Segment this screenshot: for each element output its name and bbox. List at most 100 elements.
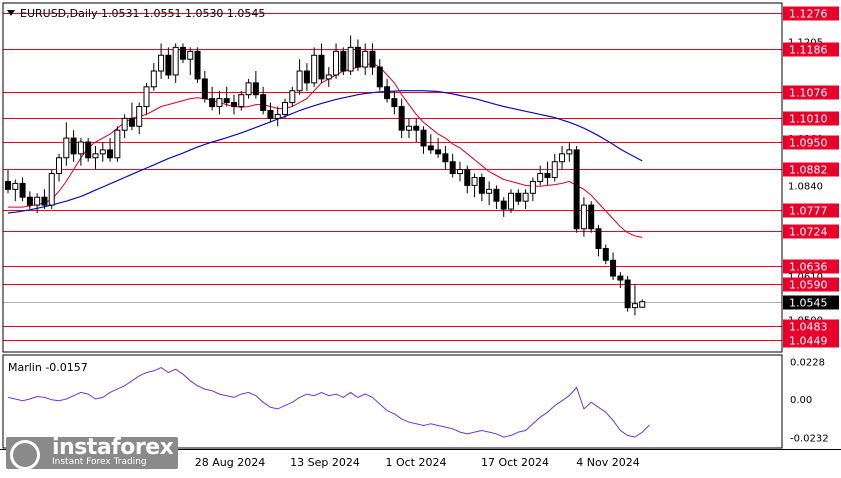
candle <box>303 63 310 91</box>
candle <box>398 98 405 139</box>
bearish-candle-body <box>179 46 186 60</box>
bullish-candle-body <box>508 192 515 210</box>
bullish-candle-body <box>347 46 354 72</box>
bearish-candle-body <box>573 149 580 230</box>
bearish-candle-body <box>464 169 471 186</box>
candle <box>471 173 478 198</box>
candle <box>493 185 500 210</box>
candle <box>405 118 412 139</box>
bearish-candle-body <box>427 145 434 151</box>
bullish-candle-body <box>48 173 55 206</box>
bullish-candle-body <box>282 102 289 115</box>
candle <box>26 191 33 210</box>
candle <box>158 43 165 79</box>
bearish-candle-body <box>617 275 624 281</box>
bullish-candle-body <box>99 149 106 155</box>
bullish-candle-body <box>580 204 587 230</box>
bearish-candle-body <box>194 50 201 80</box>
date-tick-label: 4 Nov 2024 <box>576 456 639 469</box>
candle <box>464 165 471 194</box>
candle <box>289 86 296 107</box>
candle <box>77 138 84 166</box>
candle <box>296 59 303 95</box>
candle <box>70 130 77 162</box>
candle <box>223 86 230 107</box>
level-label: 1.1186 <box>789 44 828 57</box>
bullish-candle-body <box>333 50 340 76</box>
level-badge <box>783 224 839 239</box>
bearish-candle-body <box>230 102 237 108</box>
bearish-candle-body <box>391 98 398 108</box>
candle <box>391 90 398 115</box>
bearish-candle-body <box>223 98 230 104</box>
bearish-candle-body <box>493 188 500 202</box>
candle <box>551 153 558 182</box>
bearish-candle-body <box>398 106 405 131</box>
bullish-candle-body <box>136 106 143 127</box>
candle <box>508 189 515 213</box>
bullish-candle-body <box>172 46 179 76</box>
bearish-candle-body <box>340 50 347 72</box>
candle <box>92 145 99 170</box>
oscillator-tick-label: 0.0228 <box>790 357 825 368</box>
candle <box>150 63 157 91</box>
brand-name: instaforex <box>52 435 174 460</box>
bearish-candle-body <box>369 50 376 68</box>
candle <box>595 224 602 257</box>
date-tick-label: 1 Oct 2024 <box>385 456 446 469</box>
bullish-candle-body <box>63 137 70 159</box>
bullish-candle-body <box>522 192 529 202</box>
instaforex-logo: instaforex Instant Forex Trading <box>6 435 178 470</box>
bearish-candle-body <box>610 259 617 277</box>
candle <box>602 244 609 265</box>
candle <box>245 78 252 99</box>
candle <box>230 94 237 115</box>
symbol-header: EURUSD,Daily 1.0531 1.0551 1.0530 1.0545 <box>20 7 265 20</box>
bearish-candle-body <box>515 192 522 202</box>
candle <box>449 153 456 178</box>
oscillator-panel-frame <box>2 354 783 449</box>
level-badge <box>783 203 839 218</box>
bearish-candle-body <box>5 180 11 190</box>
candle <box>34 193 41 213</box>
candle <box>369 43 376 75</box>
bearish-candle-body <box>544 173 551 179</box>
candle <box>128 102 135 131</box>
candle <box>41 189 48 210</box>
candle <box>420 126 427 154</box>
level-badge <box>783 42 839 57</box>
candle <box>325 67 332 87</box>
bullish-candle-body <box>238 94 245 108</box>
candle <box>19 177 26 202</box>
fast-moving-average-line <box>8 62 643 238</box>
candle <box>544 161 551 186</box>
bearish-candle-body <box>442 153 449 163</box>
bearish-candle-body <box>602 247 609 261</box>
bullish-candle-body <box>529 180 536 194</box>
bullish-candle-body <box>92 153 99 159</box>
chart-menu-triangle-icon[interactable] <box>7 10 15 16</box>
level-label: 1.0724 <box>789 226 828 239</box>
candle <box>427 134 434 154</box>
bullish-candle-body <box>566 149 573 155</box>
candle <box>187 47 194 75</box>
bearish-candle-body <box>303 70 310 84</box>
bullish-candle-body <box>12 182 19 190</box>
bearish-candle-body <box>26 196 33 206</box>
bullish-candle-body <box>56 157 63 175</box>
bearish-candle-body <box>588 204 595 230</box>
bullish-candle-body <box>362 50 369 68</box>
bullish-candle-body <box>150 70 157 88</box>
candle <box>610 252 617 281</box>
candle <box>500 197 507 217</box>
oscillator-tick-label: 0.00 <box>790 395 812 406</box>
candle <box>559 145 566 170</box>
bearish-candle-body <box>449 161 456 175</box>
candle <box>340 47 347 75</box>
bullish-candle-body <box>551 161 558 179</box>
bullish-candle-body <box>296 70 303 92</box>
candle <box>12 179 19 202</box>
bearish-candle-body <box>384 86 391 100</box>
